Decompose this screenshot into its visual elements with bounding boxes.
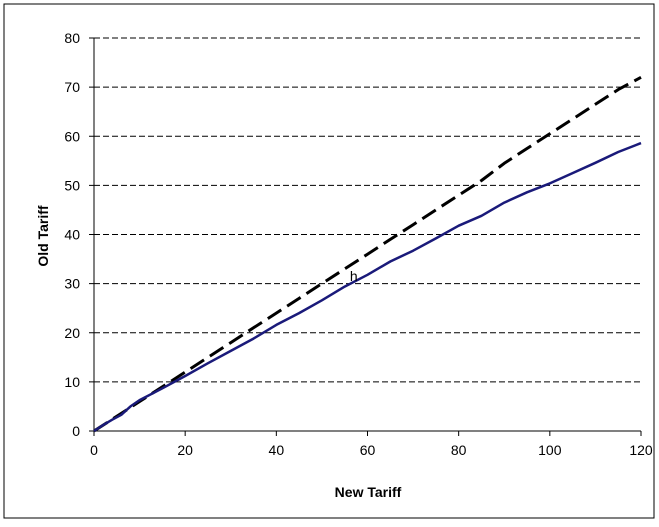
axes — [89, 37, 642, 436]
x-tick-label-120: 120 — [629, 442, 653, 458]
y-tick-label-70: 70 — [64, 79, 80, 95]
series-line-solid — [93, 141, 642, 433]
y-tick-label-30: 30 — [64, 276, 80, 292]
x-axis-title: New Tariff — [335, 484, 402, 500]
y-tick-label-20: 20 — [64, 325, 80, 341]
annotations: h — [350, 268, 358, 284]
x-tick-label-40: 40 — [269, 442, 285, 458]
x-tick-label-100: 100 — [538, 442, 562, 458]
chart-border — [3, 3, 655, 519]
y-tick-label-0: 0 — [72, 423, 80, 439]
y-tick-label-10: 10 — [64, 374, 80, 390]
annotation-0: h — [350, 268, 358, 284]
y-tick-label-60: 60 — [64, 128, 80, 144]
y-tick-label-40: 40 — [64, 227, 80, 243]
y-axis-title: Old Tariff — [35, 205, 51, 267]
series-line-dashed — [93, 75, 642, 433]
y-tick-label-80: 80 — [64, 30, 80, 46]
x-tick-label-0: 0 — [90, 442, 98, 458]
x-tick-label-20: 20 — [177, 442, 193, 458]
tick-labels: 0 10 20 30 40 50 60 70 80 0 20 40 60 80 100 120 — [64, 30, 652, 458]
x-tick-label-60: 60 — [360, 442, 376, 458]
x-tick-label-80: 80 — [451, 442, 467, 458]
series-layer — [93, 75, 642, 433]
gridlines — [94, 37, 641, 383]
y-tick-label-50: 50 — [64, 177, 80, 193]
